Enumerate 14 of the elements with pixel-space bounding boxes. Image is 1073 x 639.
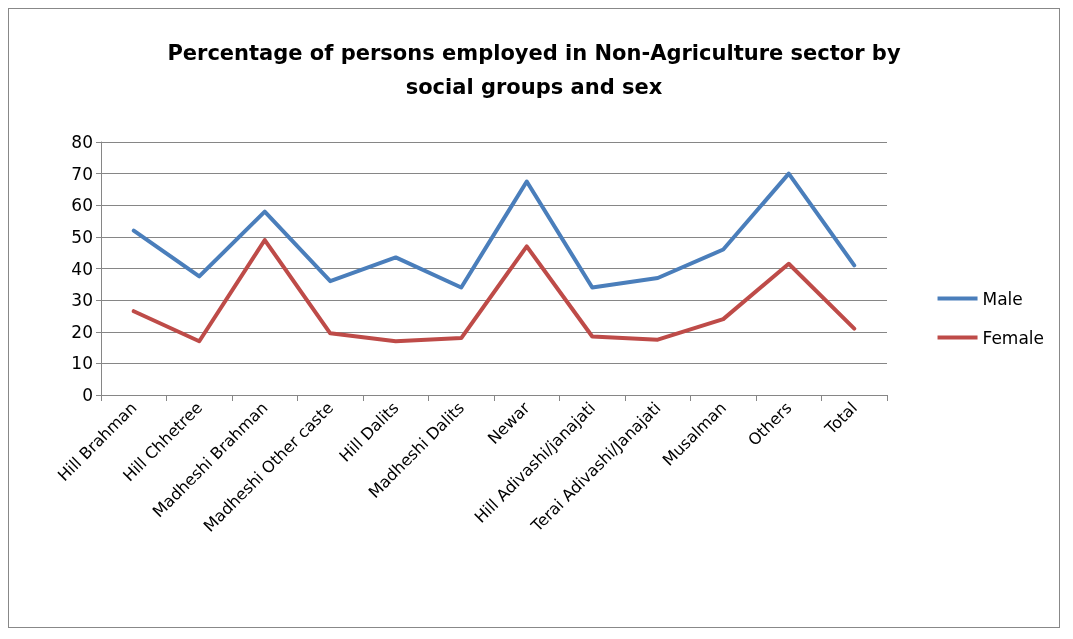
- y-tick-label: 70: [71, 163, 93, 184]
- y-tick-label: 60: [71, 195, 93, 216]
- legend-label: Female: [982, 327, 1044, 348]
- line-series: [131, 171, 857, 290]
- y-tick-label: 0: [82, 385, 93, 405]
- y-tick-label: 30: [71, 290, 93, 311]
- legend-label: Male: [982, 288, 1023, 309]
- y-tick-label: 20: [71, 321, 93, 342]
- y-tick-label: 50: [71, 226, 93, 247]
- line-series: [131, 238, 857, 344]
- y-tick-label: 40: [71, 258, 93, 279]
- y-tick-label: 10: [71, 353, 93, 374]
- y-tick-label: 80: [71, 132, 93, 152]
- chart-title: Percentage of persons employed in Non-Agriculture sector by social groups and sex: [167, 41, 901, 99]
